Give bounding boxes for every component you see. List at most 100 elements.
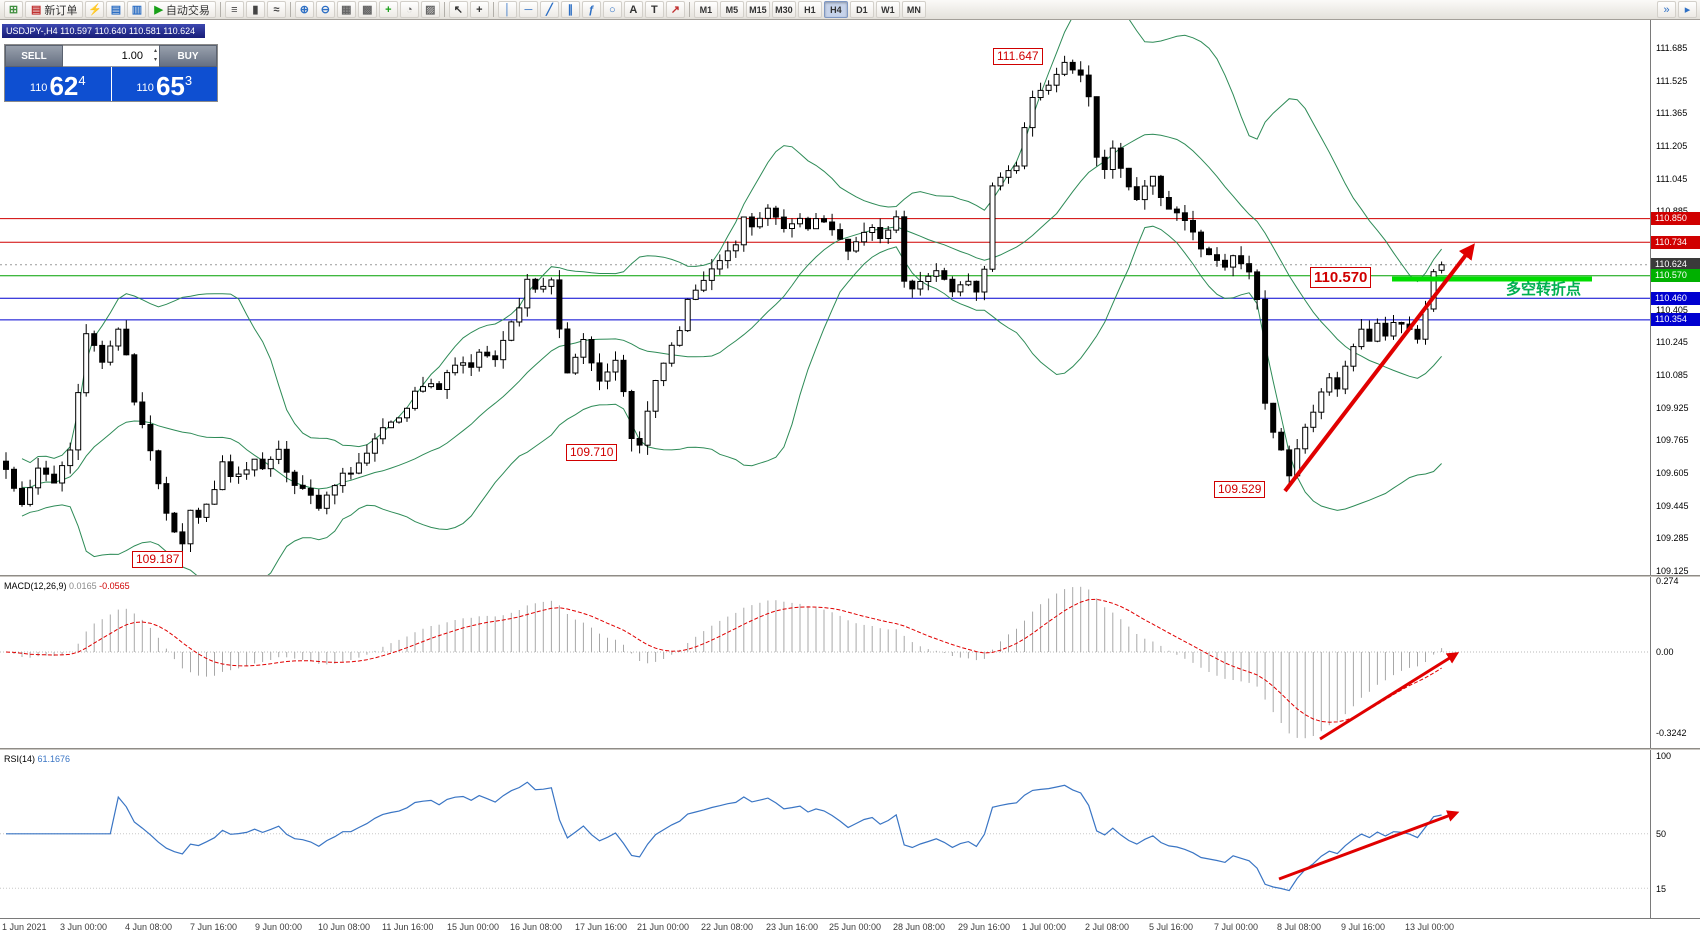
volume-spinner[interactable]: ▴ ▾: [154, 47, 157, 65]
price-chart-canvas[interactable]: [0, 20, 1650, 575]
price-tag-110.734: 110.734: [1651, 235, 1700, 249]
volume-up-icon[interactable]: ▴: [153, 48, 157, 54]
chart-title-bar[interactable]: USDJPY-,H4 110.597 110.640 110.581 110.6…: [2, 24, 206, 38]
price-tick: 109.125: [1656, 566, 1689, 576]
trend-arrow[interactable]: [1278, 810, 1460, 881]
auto-scroll-icon[interactable]: »: [1657, 1, 1676, 18]
arrows-icon[interactable]: ↗: [665, 1, 685, 18]
timeframe-m1-button[interactable]: M1: [693, 1, 718, 18]
timeframe-h4-button[interactable]: H4: [823, 1, 848, 18]
toolbar-right-icons: » ▸: [1656, 1, 1698, 18]
price-tag-110.460: 110.460: [1651, 291, 1700, 305]
time-label: 25 Jun 00:00: [829, 922, 882, 932]
periods-icon[interactable]: ◔: [399, 1, 419, 18]
vertical-line-icon[interactable]: │: [497, 1, 517, 18]
tile-windows-icon[interactable]: ▦: [336, 1, 356, 18]
candlestick-chart-icon: ▮: [252, 4, 259, 16]
volume-down-icon[interactable]: ▾: [153, 57, 157, 63]
cascade-windows-icon[interactable]: ▩: [357, 1, 377, 18]
time-axis[interactable]: 1 Jun 2021 3 Jun 00:00 4 Jun 08:00 7 Jun 16…: [0, 918, 1700, 938]
trend-arrow[interactable]: [1319, 652, 1460, 741]
panel-splitter[interactable]: [0, 575, 1700, 577]
text-icon[interactable]: A: [623, 1, 643, 18]
market-watch-icon[interactable]: ▤: [106, 1, 126, 18]
trendline-icon[interactable]: ╱: [539, 1, 559, 18]
price-tick: 111.045: [1656, 173, 1688, 184]
macd-panel-canvas[interactable]: [0, 578, 1650, 748]
cursor-icon[interactable]: ↖: [448, 1, 468, 18]
bollinger-lower-band: [21, 225, 1442, 575]
one-click-trading-panel[interactable]: SELL 1.00 ▴ ▾ BUY 110 62 4 110 65 3: [4, 44, 218, 102]
zoom-in-icon[interactable]: ⊕: [294, 1, 314, 18]
trendline-icon: ╱: [546, 4, 553, 16]
timeframe-m30-button[interactable]: M30: [771, 1, 796, 18]
bollinger-upper-band: [21, 20, 1442, 464]
experts-icon[interactable]: ⚡: [85, 1, 105, 18]
autotrading-icon: ▶: [154, 4, 163, 16]
timeframe-m5-button[interactable]: M5: [719, 1, 744, 18]
time-label: 10 Jun 08:00: [318, 922, 371, 932]
equidistant-channel-icon[interactable]: ∥: [560, 1, 580, 18]
candlestick-chart-icon[interactable]: ▮: [245, 1, 265, 18]
time-label: 13 Jul 00:00: [1405, 922, 1455, 932]
cascade-windows-icon: ▩: [362, 4, 373, 16]
toolbar-separator: [219, 2, 221, 17]
timeframe-mn-button[interactable]: MN: [901, 1, 926, 18]
indicator-axis-label: -0.3242: [1656, 728, 1687, 738]
macd-main-value: 0.0165: [69, 581, 97, 591]
panel-splitter[interactable]: [0, 748, 1700, 750]
toolbar-separator: [688, 2, 690, 17]
trend-arrow[interactable]: [1283, 243, 1475, 493]
indicator-axis-label: 50: [1656, 829, 1667, 839]
time-label: 7 Jul 00:00: [1214, 922, 1259, 932]
sell-button[interactable]: SELL: [5, 45, 63, 67]
crosshair-icon[interactable]: +: [469, 1, 489, 18]
sell-price[interactable]: 110 62 4: [5, 67, 111, 101]
price-tick: 110.245: [1656, 337, 1688, 348]
time-label: 8 Jul 08:00: [1277, 922, 1322, 932]
horizontal-line-icon[interactable]: ─: [518, 1, 538, 18]
new-order-button-label: 新订单: [44, 4, 78, 17]
buy-button[interactable]: BUY: [159, 45, 217, 67]
buy-price[interactable]: 110 65 3: [110, 67, 217, 101]
bar-chart-icon[interactable]: ≡: [224, 1, 244, 18]
new-order-button[interactable]: ▤ 新订单: [25, 1, 84, 18]
bollinger-middle-band: [21, 133, 1442, 490]
volume-input[interactable]: 1.00 ▴ ▾: [63, 45, 159, 67]
templates-icon[interactable]: ▨: [420, 1, 440, 18]
time-label: 15 Jun 00:00: [447, 922, 500, 932]
navigator-icon[interactable]: ▥: [127, 1, 147, 18]
rsi-panel-canvas[interactable]: [0, 751, 1650, 918]
price-tick: 109.285: [1656, 533, 1689, 544]
indicators-icon: +: [385, 3, 392, 16]
macd-name: MACD(12,26,9): [4, 581, 67, 591]
zoom-in-icon: ⊕: [299, 4, 309, 16]
fibonacci-icon[interactable]: ƒ: [581, 1, 601, 18]
shapes-icon[interactable]: ○: [602, 1, 622, 18]
time-label: 1 Jun 2021: [2, 922, 47, 932]
price-axis[interactable]: 111.685 111.525 111.365 111.205 111.045 110.8…: [1650, 20, 1700, 918]
candles: [3, 55, 1445, 559]
horizontal-line-icon: ─: [524, 3, 533, 16]
indicator-axis-label: 0.00: [1656, 647, 1674, 657]
timeframe-m15-button[interactable]: M15: [745, 1, 770, 18]
autotrading-button[interactable]: ▶ 自动交易: [148, 1, 216, 18]
rsi-value: 61.1676: [37, 754, 71, 764]
fibonacci-icon: ƒ: [588, 3, 595, 16]
price-tag-110.354: 110.354: [1651, 313, 1700, 327]
timeframe-h1-button[interactable]: H1: [797, 1, 822, 18]
timeframe-d1-button[interactable]: D1: [849, 1, 874, 18]
trade-panel-prices: 110 62 4 110 65 3: [5, 67, 217, 101]
chart-shift-icon[interactable]: ▸: [1678, 1, 1697, 18]
macd-histogram: [13, 586, 1443, 739]
indicators-icon[interactable]: +: [378, 1, 398, 18]
timeframe-w1-button[interactable]: W1: [875, 1, 900, 18]
new-chart-icon[interactable]: ⊞: [4, 1, 23, 18]
price-tag-110.850: 110.850: [1651, 212, 1700, 226]
line-chart-icon[interactable]: ≈: [266, 1, 286, 18]
zoom-out-icon[interactable]: ⊖: [315, 1, 335, 18]
text-label-icon[interactable]: T: [644, 1, 664, 18]
new-chart-icon: ⊞: [8, 4, 19, 16]
price-tick: 111.205: [1656, 141, 1688, 152]
